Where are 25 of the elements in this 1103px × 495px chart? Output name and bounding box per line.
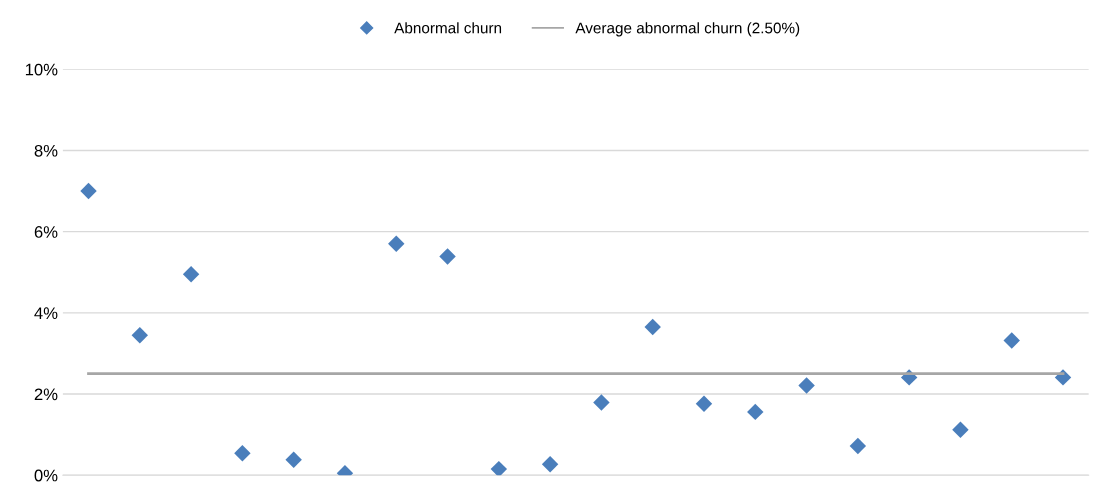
point	[541, 456, 559, 473]
point	[182, 266, 200, 283]
point	[388, 235, 405, 253]
point	[644, 318, 661, 336]
point	[695, 395, 713, 412]
y-tick-label: 2%	[34, 388, 58, 401]
y-tick-label: 10%	[25, 63, 58, 76]
point	[1003, 332, 1020, 349]
y-tick-label: 4%	[34, 307, 58, 319]
point	[234, 445, 251, 462]
legend-label: Abnormal churn	[394, 22, 502, 34]
point	[80, 182, 97, 200]
y-tick-label: 6%	[34, 226, 58, 238]
point	[849, 437, 867, 455]
point	[285, 451, 302, 468]
point	[952, 421, 969, 438]
y-tick-label: 8%	[34, 144, 58, 157]
point	[490, 460, 508, 476]
point	[747, 403, 764, 421]
y-tick-label: 0%	[34, 469, 58, 482]
point	[798, 377, 815, 394]
point	[131, 326, 149, 344]
legend-label: Average abnormal churn (2.50%)	[575, 22, 800, 37]
point	[439, 248, 456, 265]
point	[593, 394, 610, 411]
